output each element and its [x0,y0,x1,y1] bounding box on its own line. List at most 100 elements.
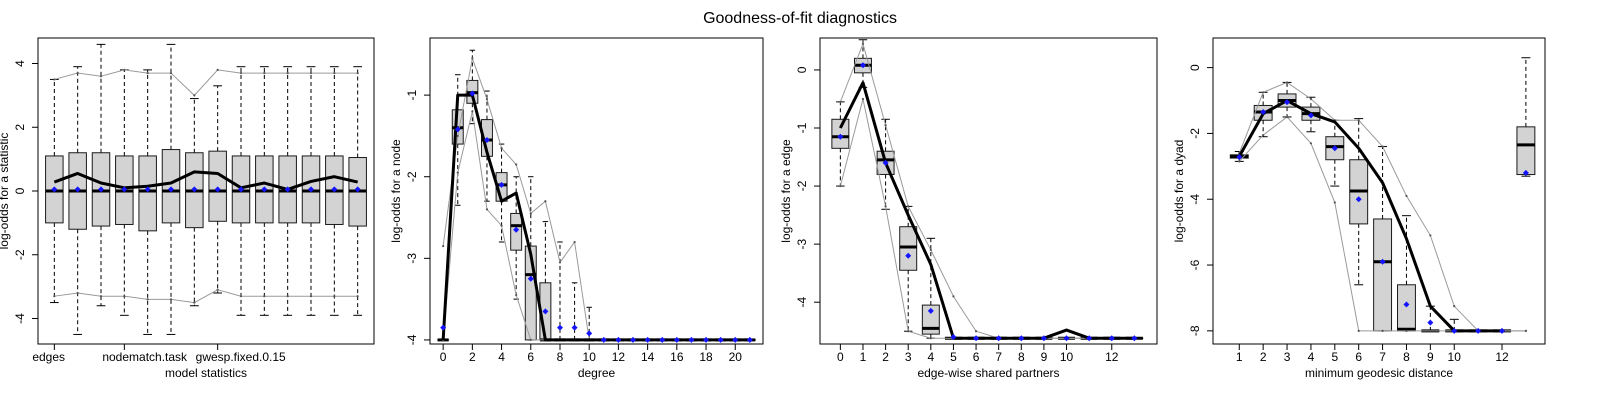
upper-bound-line [54,69,358,97]
sim-mean-point [331,186,338,193]
sim-mean-point [1379,258,1386,265]
y-tick-label: -2 [13,249,27,260]
lower-bound-line-point [1309,142,1313,145]
lower-bound-line-point [356,295,359,298]
sim-mean-point [973,335,980,342]
x-tick-label: 7 [1379,350,1386,364]
upper-bound-line-point [1381,145,1384,148]
sim-mean-point [556,324,563,331]
lower-bound-line-point [861,97,865,101]
x-tick-label: gwesp.fixed.0.15 [196,350,286,364]
sim-mean-point [1451,327,1458,334]
sim-mean-point [571,324,578,331]
lower-bound-line-point [333,295,336,298]
lower-bound-line-point [99,295,103,298]
sim-mean-point [1260,109,1267,116]
box-model-stats-7 [185,98,204,307]
box-model-stats-5 [138,69,157,335]
y-tick-label: -1 [405,89,419,100]
x-tick-label: 2 [1260,350,1267,364]
sim-mean-point [1403,301,1410,308]
upper-bound-line-point [263,71,266,75]
x-tick-label: 5 [1331,350,1338,364]
observed-line [53,170,359,191]
sim-mean-point [732,336,739,343]
x-tick-label: 1 [860,350,867,364]
sim-mean-point [1307,112,1314,119]
lower-bound-line-point [839,184,842,188]
y-tick-label: 4 [13,60,27,67]
y-tick-label: -6 [1188,259,1202,270]
sim-mean-point [882,159,889,166]
y-tick-label: 0 [1188,64,1202,71]
x-axis: 1 2 3 4 5 6 7 8 9 10 12 [1236,344,1509,364]
sim-mean-point [354,186,361,193]
y-tick-label: -2 [795,180,809,191]
lower-bound-line-point [193,301,196,304]
chart-degree: -4 -3 -2 -1 0 2 4 6 8 10 12 14 16 18 20 degree log-odds … [389,37,764,380]
sim-mean-point [600,336,607,343]
lower-bound-line-point [309,295,313,298]
x-tick-label: 4 [1308,350,1315,364]
x-tick-label: 6 [527,350,534,364]
upper-bound-line-point [1285,81,1289,84]
lower-bound-line-point [1524,329,1527,332]
lower-bound-line-point [515,293,518,297]
upper-bound-line-point [929,248,932,252]
x-axis-title: minimum geodesic distance [1305,366,1453,380]
sim-mean-point [659,336,666,343]
sim-mean-point [1236,154,1243,161]
upper-bound-line-point [99,75,103,78]
sim-mean-point [191,186,198,193]
upper-bound-line-point [356,71,359,75]
upper-bound-line-point [573,240,576,244]
sim-mean-point [542,308,549,315]
x-tick-label: 18 [699,350,713,364]
sim-mean-point [644,336,651,343]
x-tick-label: 9 [1427,350,1434,364]
box-body [138,155,157,232]
lower-bound-line-point [1238,160,1241,163]
x-tick-label: 8 [1403,350,1410,364]
upper-bound-line-point [333,71,336,75]
upper-bound-line-point [123,68,126,71]
sim-mean-point [454,126,461,133]
lower-bound-line-point [123,295,126,298]
sim-mean-point [859,62,866,69]
x-axis-title: edge-wise shared partners [917,366,1059,380]
upper-bound-line-point [1262,91,1265,94]
sim-mean-point [168,186,174,193]
lower-bound-line-point [929,337,932,340]
x-tick-label: 4 [498,350,505,364]
sim-mean-point [98,186,104,193]
sim-mean-point [995,335,1002,342]
upper-bound-line-point [76,71,79,75]
upper-bound-line-point [1405,194,1408,198]
lower-bound-line-point [53,295,56,298]
upper-bound-line-point [286,71,289,75]
lower-bound-line-point [485,208,489,211]
sim-mean-point [440,324,447,331]
sim-mean-point [1355,196,1362,203]
x-tick-label: 16 [670,350,684,364]
y-tick-label: -4 [1188,194,1202,205]
upper-bound-line-point [1453,305,1456,308]
x-tick-label: 9 [1041,350,1048,364]
y-axis-title: log-odds for a edge [779,139,793,243]
y-tick-label: -4 [13,313,27,324]
x-axis-title: degree [578,366,616,380]
lower-bound-line-point [529,338,532,342]
box-body [1397,284,1416,332]
upper-bound-line-point [839,100,842,103]
sim-mean-point [905,252,912,259]
sim-mean-point [1331,145,1338,152]
lower-bound-line-point [76,291,79,295]
upper-bound-line-point [529,212,532,215]
sim-mean-point [1284,99,1291,106]
y-tick-label: -3 [405,253,419,264]
y-axis: -4 -3 -2 -1 [405,89,430,345]
sim-mean-point [746,336,753,343]
